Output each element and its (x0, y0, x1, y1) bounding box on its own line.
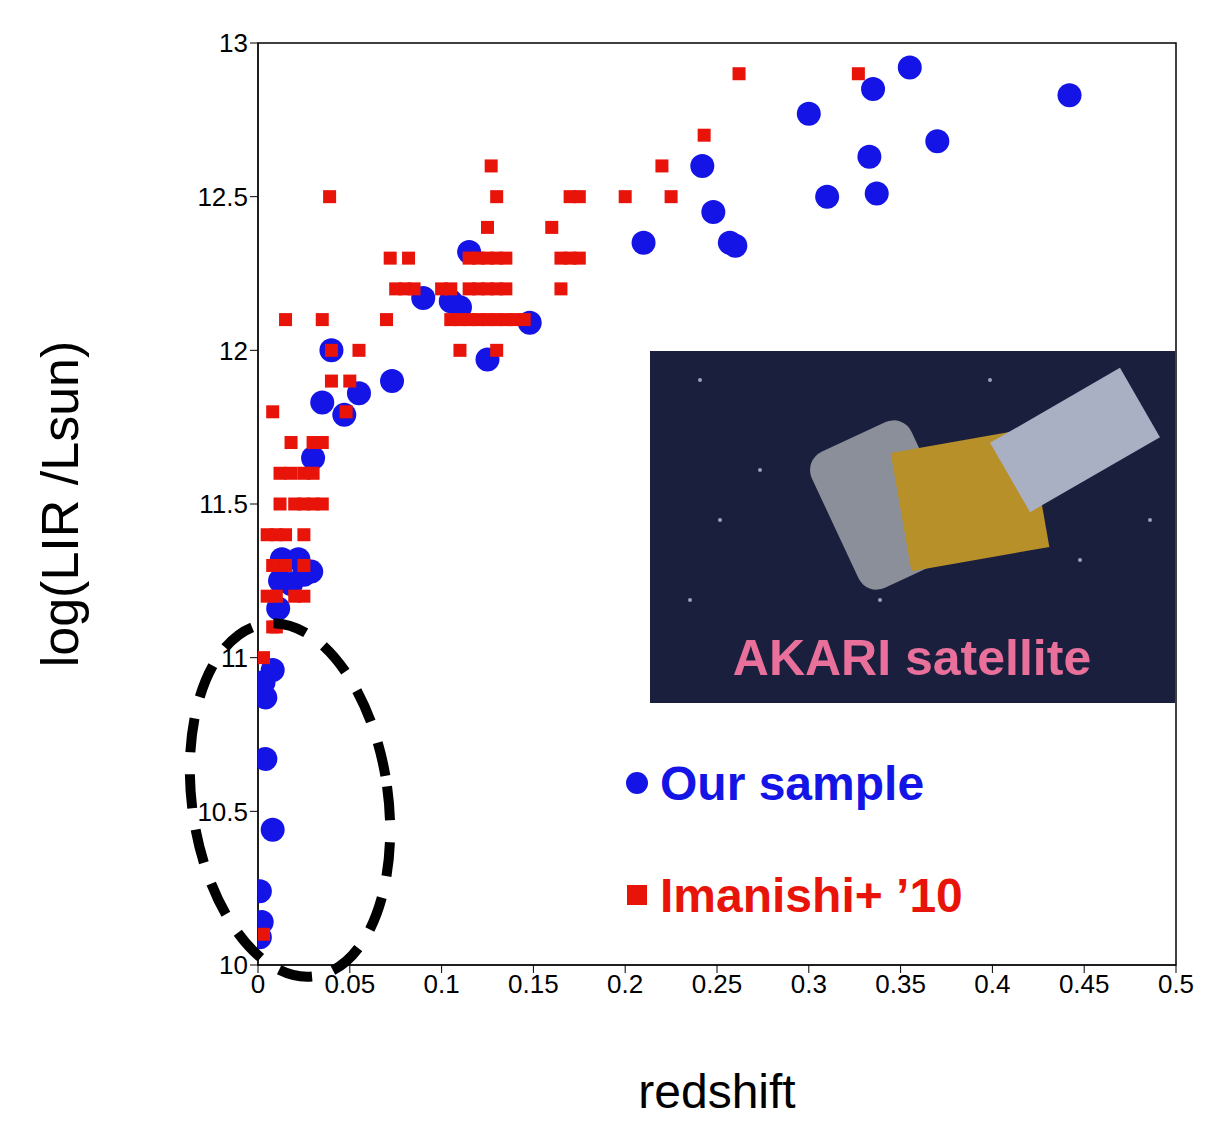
svg-text:0.5: 0.5 (1158, 969, 1194, 999)
svg-text:11.5: 11.5 (199, 489, 248, 519)
svg-text:Imanishi+ ’10: Imanishi+ ’10 (660, 869, 963, 922)
svg-text:10.5: 10.5 (197, 797, 248, 827)
svg-text:13: 13 (219, 28, 248, 58)
svg-text:AKARI satellite: AKARI satellite (733, 630, 1091, 686)
svg-text:redshift: redshift (638, 1065, 795, 1118)
svg-text:0: 0 (251, 969, 265, 999)
svg-text:0.4: 0.4 (974, 969, 1010, 999)
svg-text:12: 12 (219, 336, 248, 366)
svg-text:0.05: 0.05 (324, 969, 375, 999)
svg-text:0.15: 0.15 (508, 969, 559, 999)
svg-text:10: 10 (219, 950, 248, 980)
svg-text:0.3: 0.3 (791, 969, 827, 999)
svg-text:0.1: 0.1 (424, 969, 460, 999)
svg-text:0.25: 0.25 (692, 969, 743, 999)
svg-text:11: 11 (221, 643, 248, 673)
svg-text:0.2: 0.2 (607, 969, 643, 999)
svg-text:Our sample: Our sample (660, 757, 924, 810)
svg-text:12.5: 12.5 (197, 182, 248, 212)
svg-text:log(LIR /Lsun): log(LIR /Lsun) (31, 341, 89, 668)
svg-text:0.45: 0.45 (1059, 969, 1110, 999)
svg-text:0.35: 0.35 (875, 969, 926, 999)
